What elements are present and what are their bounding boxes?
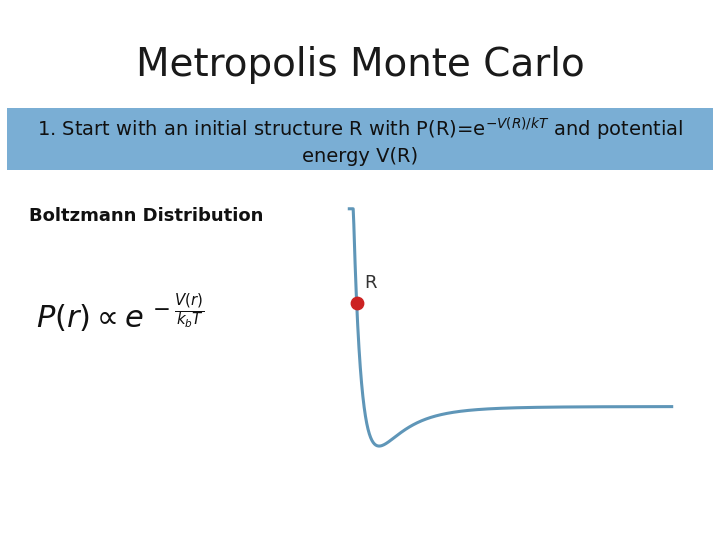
Text: Boltzmann Distribution: Boltzmann Distribution: [29, 207, 264, 225]
Text: R: R: [364, 274, 377, 292]
Point: [351, 299, 362, 308]
Text: $P(r) \propto e^{\,-\frac{V(r)}{k_b T}}$: $P(r) \propto e^{\,-\frac{V(r)}{k_b T}}$: [36, 292, 204, 335]
Text: energy V(R): energy V(R): [302, 147, 418, 166]
Text: Metropolis Monte Carlo: Metropolis Monte Carlo: [135, 46, 585, 84]
Text: 1. Start with an initial structure R with P(R)=e$^{-V(R)/kT}$ and potential: 1. Start with an initial structure R wit…: [37, 116, 683, 143]
FancyBboxPatch shape: [7, 108, 713, 170]
